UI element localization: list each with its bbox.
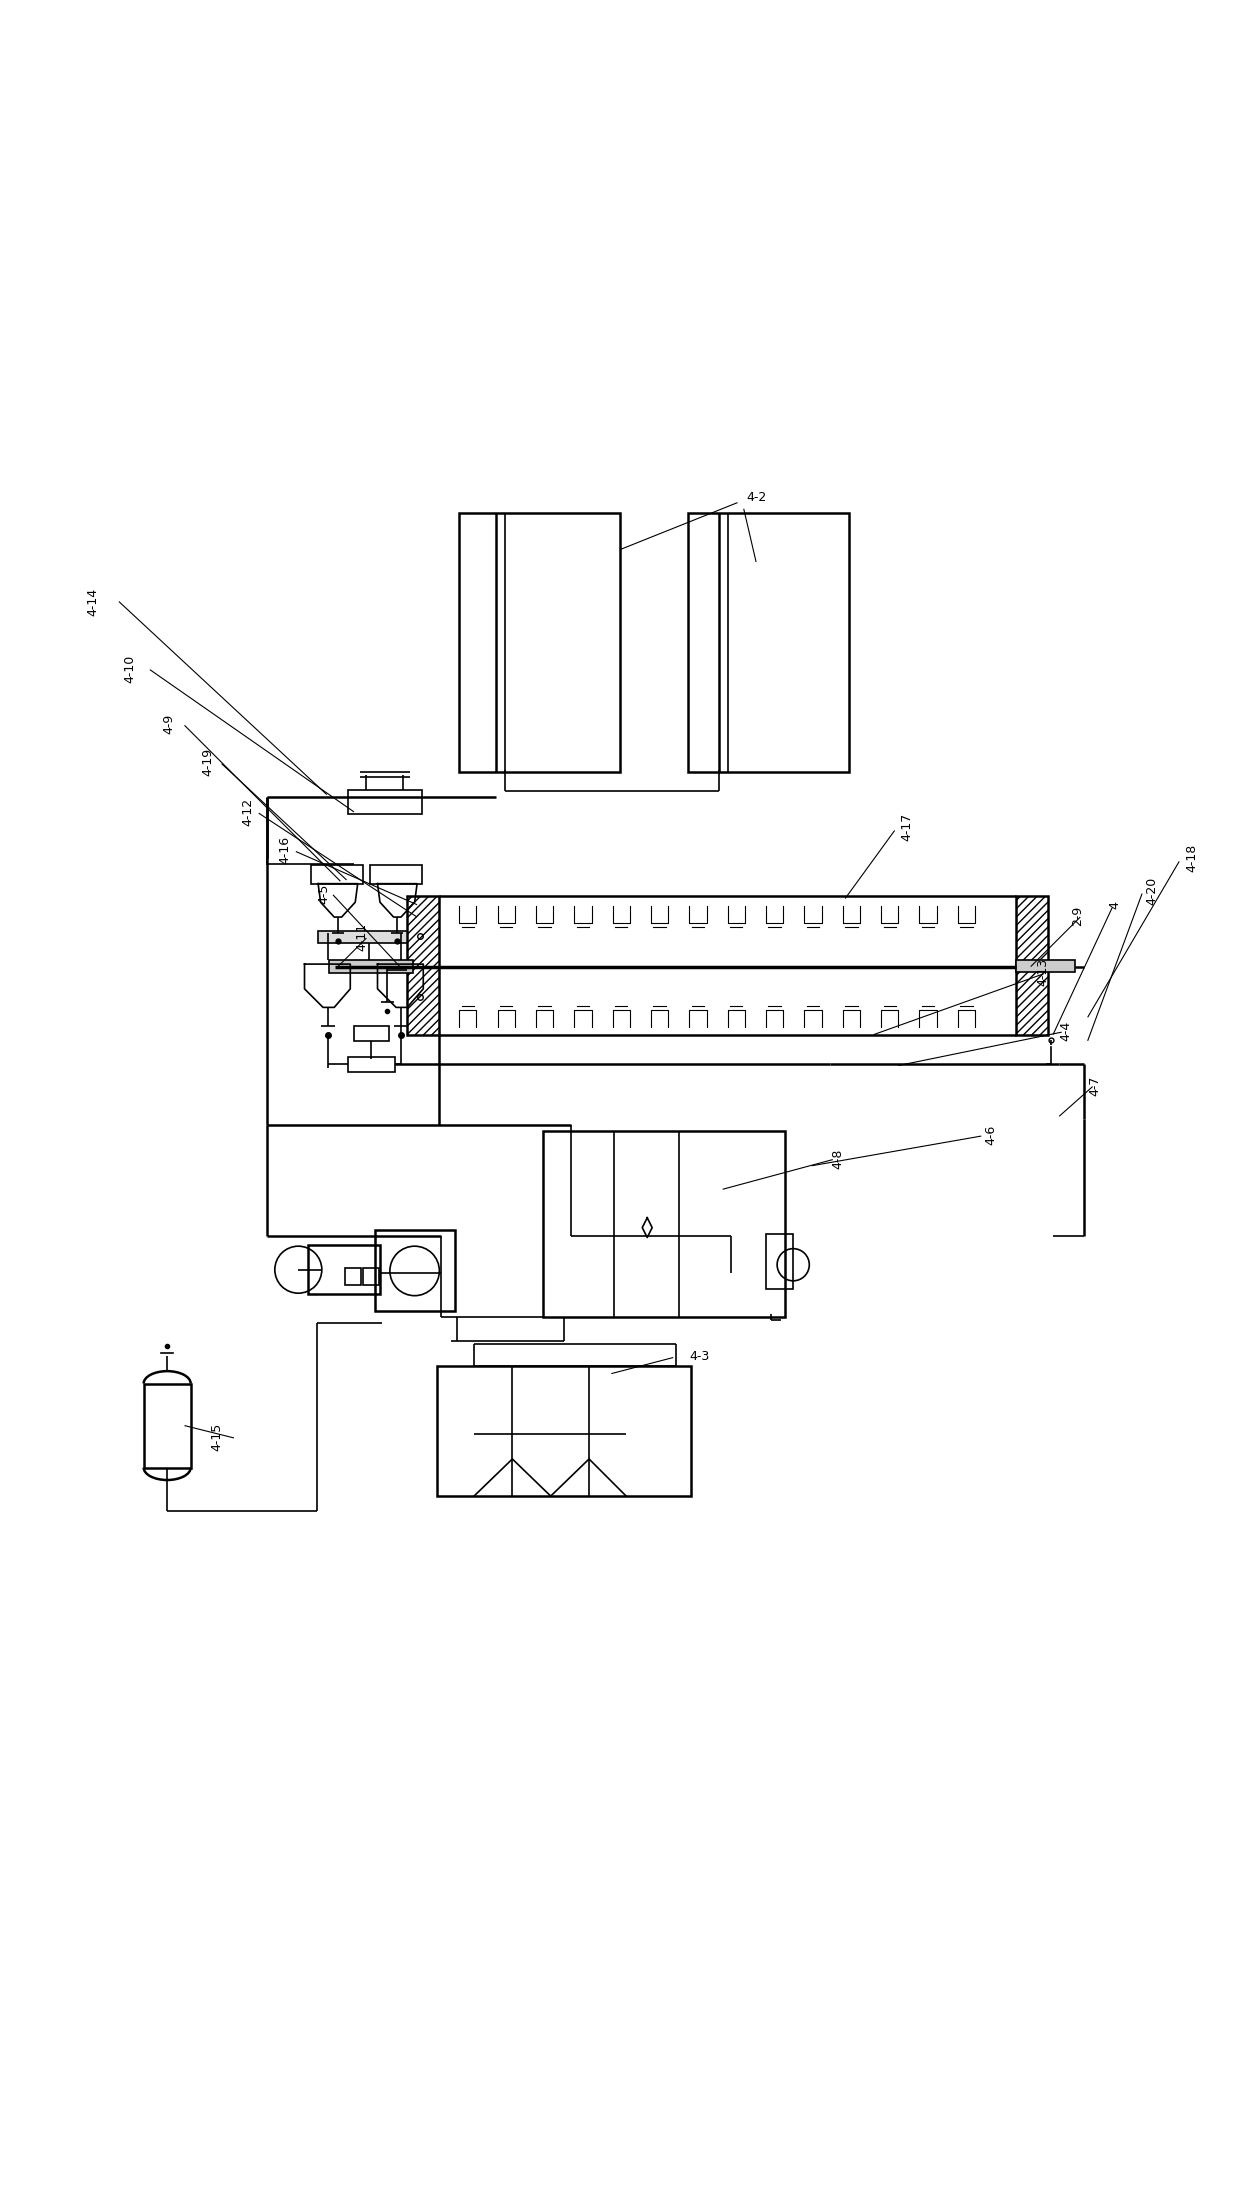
Bar [459, 512, 620, 772]
Bar [347, 1057, 394, 1072]
Bar [688, 512, 849, 772]
Bar [370, 864, 422, 884]
Text: 4-7: 4-7 [1089, 1074, 1101, 1096]
Bar [407, 897, 439, 1035]
Bar [347, 790, 422, 814]
Text: 4: 4 [1109, 901, 1121, 908]
Bar [436, 1365, 691, 1497]
Text: 4-9: 4-9 [162, 713, 175, 735]
Bar [362, 1269, 378, 1284]
Text: 4-10: 4-10 [124, 654, 136, 683]
Text: 4-6: 4-6 [985, 1125, 998, 1144]
Bar [374, 1230, 455, 1311]
Text: 4-20: 4-20 [1146, 877, 1158, 906]
Bar [309, 1245, 379, 1295]
Text: 4-3: 4-3 [689, 1350, 709, 1363]
Bar [345, 1269, 361, 1284]
Text: 4-4: 4-4 [1059, 1022, 1071, 1041]
Bar [1016, 961, 1075, 971]
Bar [353, 1026, 388, 1041]
Text: 4-5: 4-5 [317, 884, 331, 904]
Bar [311, 864, 362, 884]
Text: 4-19: 4-19 [202, 748, 215, 777]
Text: 4-11: 4-11 [355, 923, 368, 952]
Text: 4-13: 4-13 [1037, 958, 1049, 985]
Text: 4-2: 4-2 [746, 490, 766, 503]
Text: 4-17: 4-17 [900, 812, 914, 840]
Text: 4-18: 4-18 [1185, 845, 1198, 871]
Text: 4-8: 4-8 [831, 1149, 844, 1168]
Bar [319, 930, 419, 943]
Bar [766, 1234, 794, 1289]
Text: 4-16: 4-16 [278, 836, 291, 864]
Text: 4-15: 4-15 [210, 1422, 223, 1451]
Text: 4-12: 4-12 [241, 799, 254, 827]
Bar [144, 1383, 191, 1468]
Bar [543, 1131, 785, 1317]
Bar [1016, 897, 1048, 1035]
Text: 2-9: 2-9 [1071, 906, 1084, 926]
Text: 4-14: 4-14 [87, 589, 99, 615]
Bar [330, 961, 413, 974]
